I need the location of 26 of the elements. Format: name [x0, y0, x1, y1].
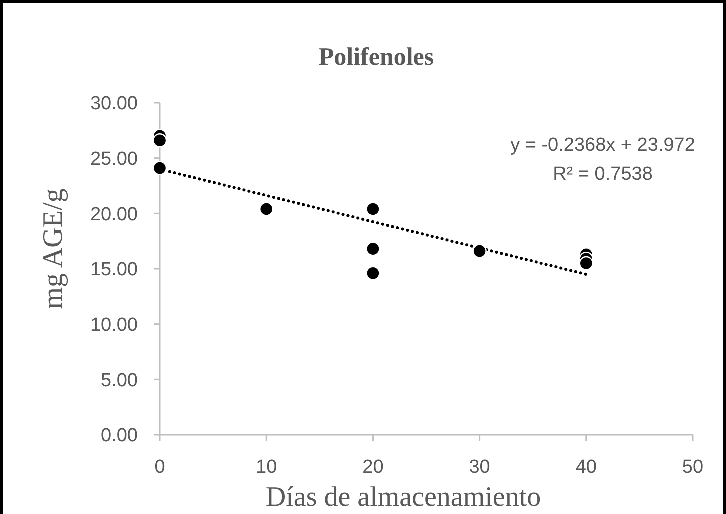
point	[472, 244, 487, 258]
y-tick-label: 15.00	[90, 260, 138, 281]
annotation: R² = 0.7538	[553, 164, 653, 185]
y-tick-label: 5.00	[101, 370, 138, 392]
chart-title: Polifenoles	[318, 44, 434, 71]
point	[152, 134, 168, 148]
y-tick-label: 30.00	[90, 94, 138, 115]
y-tick-label: 20.00	[90, 204, 138, 226]
point	[152, 161, 168, 176]
x-tick-label: 20	[362, 457, 384, 478]
y-axis-title: mg AGE/g	[38, 188, 69, 310]
y-tick-label: 0.00	[101, 426, 138, 447]
point	[579, 256, 594, 271]
y-tick-label: 25.00	[90, 148, 138, 170]
x-tick-label: 50	[682, 457, 704, 478]
point	[366, 202, 380, 216]
annotation: y = -0.2368x + 23.972	[510, 135, 696, 156]
x-axis-title: Días de almacenamiento	[266, 482, 542, 513]
point	[366, 242, 380, 256]
x-tick-label: 0	[154, 457, 166, 478]
x-tick-label: 40	[576, 457, 597, 478]
point	[260, 202, 274, 216]
x-tick-label: 10	[256, 457, 278, 478]
x-tick-label: 30	[469, 457, 490, 478]
point	[366, 266, 380, 281]
y-tick-label: 10.00	[90, 314, 138, 336]
